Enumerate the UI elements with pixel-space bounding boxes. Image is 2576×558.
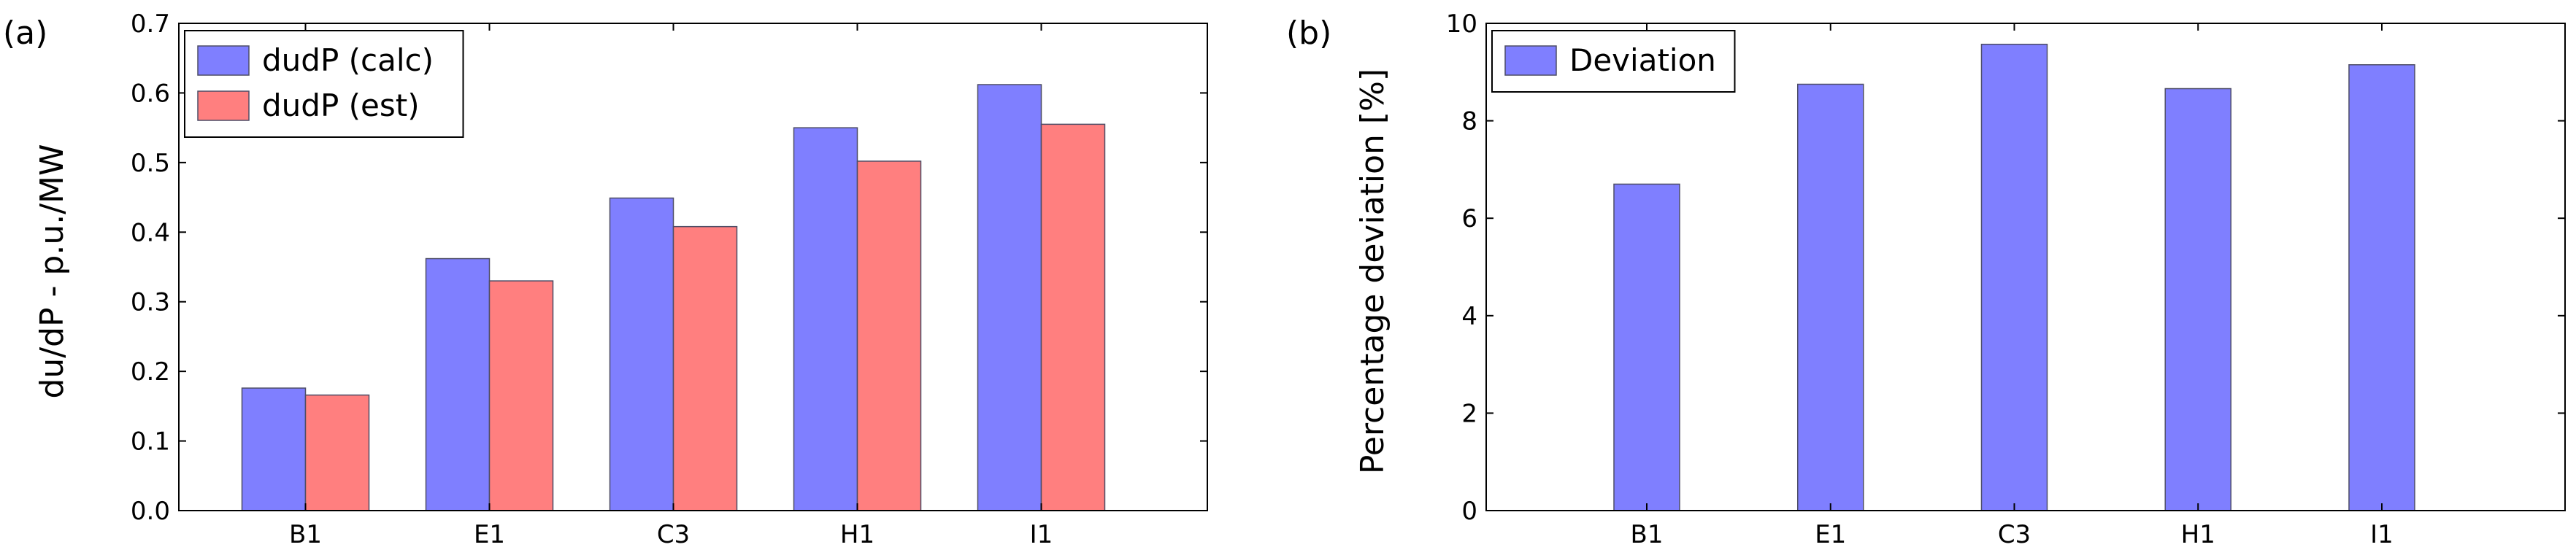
bar-a-e1-s0 [425, 257, 491, 511]
bar-a-h1-s0 [793, 127, 858, 511]
ytick-label-a: 0.0 [131, 497, 170, 526]
bar-b-b1-s0 [1613, 183, 1680, 511]
bars-a [241, 84, 1106, 511]
y-ticks-b: 0 2 4 6 8 10 [1446, 9, 2565, 526]
bar-a-i1-s0 [977, 84, 1042, 511]
x-ticks-a: B1 E1 C3 H1 I1 [289, 23, 1053, 549]
bar-a-e1-s1 [488, 280, 554, 511]
ytick-label-a: 0.4 [131, 218, 170, 247]
legend-swatch-a-0 [197, 45, 250, 76]
xtick-label-b: C3 [1998, 520, 2031, 549]
x-ticks-b: B1 E1 C3 H1 I1 [1631, 23, 2394, 549]
ytick-label-a: 0.6 [131, 79, 170, 108]
legend-label-b-0: Deviation [1569, 42, 1716, 78]
ytick-label-b: 10 [1446, 9, 1477, 39]
bar-a-c3-s1 [672, 225, 738, 511]
xtick-label-a: E1 [474, 520, 505, 549]
ytick-label-a: 0.1 [131, 427, 170, 457]
y-axis-label-b: Percentage deviation [%] [1354, 69, 1391, 474]
bar-b-h1-s0 [2164, 88, 2231, 511]
ytick-label-a: 0.2 [131, 357, 170, 387]
bar-a-h1-s1 [856, 160, 922, 511]
legend-swatch-b-0 [1504, 45, 1557, 76]
chart-a: (a) du/dP - p.u./MW 0.00.10.20.30.40.50.… [3, 9, 1208, 549]
bar-a-b1-s0 [241, 387, 307, 511]
ytick-label-a: 0.7 [131, 9, 170, 39]
panel-label-a: (a) [3, 15, 47, 52]
xtick-label-b: E1 [1815, 520, 1846, 549]
plot-frame-b [1485, 23, 2566, 511]
bar-b-e1-s0 [1797, 83, 1864, 511]
bars-b [1613, 43, 2415, 511]
legend-b: Deviation [1491, 30, 1736, 93]
xtick-label-a: I1 [1030, 520, 1053, 549]
ytick-label-a: 0.3 [131, 288, 170, 317]
legend-a: dudP (calc) dudP (est) [184, 30, 464, 138]
ytick-label-b: 2 [1461, 399, 1477, 428]
ytick-label-a: 0.5 [131, 149, 170, 178]
ytick-label-b: 6 [1461, 204, 1477, 233]
ytick-label-b: 4 [1461, 302, 1477, 331]
plot-frame-a [178, 23, 1208, 511]
xtick-label-a: B1 [289, 520, 322, 549]
xtick-label-a: C3 [657, 520, 690, 549]
chart-b: (b) Percentage deviation [%] 0 2 4 6 8 10 B1 E… [1286, 9, 2566, 549]
y-ticks-a: 0.0 0.1 0.2 0.3 0.4 0.5 0.6 0.7 [131, 9, 1207, 526]
xtick-label-b: B1 [1631, 520, 1664, 549]
legend-label-a-1: dudP (est) [262, 88, 420, 123]
y-axis-label-a: du/dP - p.u./MW [34, 144, 71, 398]
xtick-label-a: H1 [840, 520, 874, 549]
bar-a-i1-s1 [1040, 123, 1106, 511]
ytick-label-b: 0 [1461, 497, 1477, 526]
legend-label-a-0: dudP (calc) [262, 42, 434, 78]
legend-swatch-a-1 [197, 90, 250, 121]
bar-a-b1-s1 [304, 394, 370, 511]
xtick-label-b: I1 [2370, 520, 2394, 549]
xtick-label-b: H1 [2181, 520, 2215, 549]
bar-a-c3-s0 [609, 197, 674, 511]
ytick-label-b: 8 [1461, 107, 1477, 136]
bar-b-i1-s0 [2348, 64, 2415, 511]
panel-label-b: (b) [1286, 15, 1331, 52]
bar-b-c3-s0 [1980, 43, 2048, 511]
